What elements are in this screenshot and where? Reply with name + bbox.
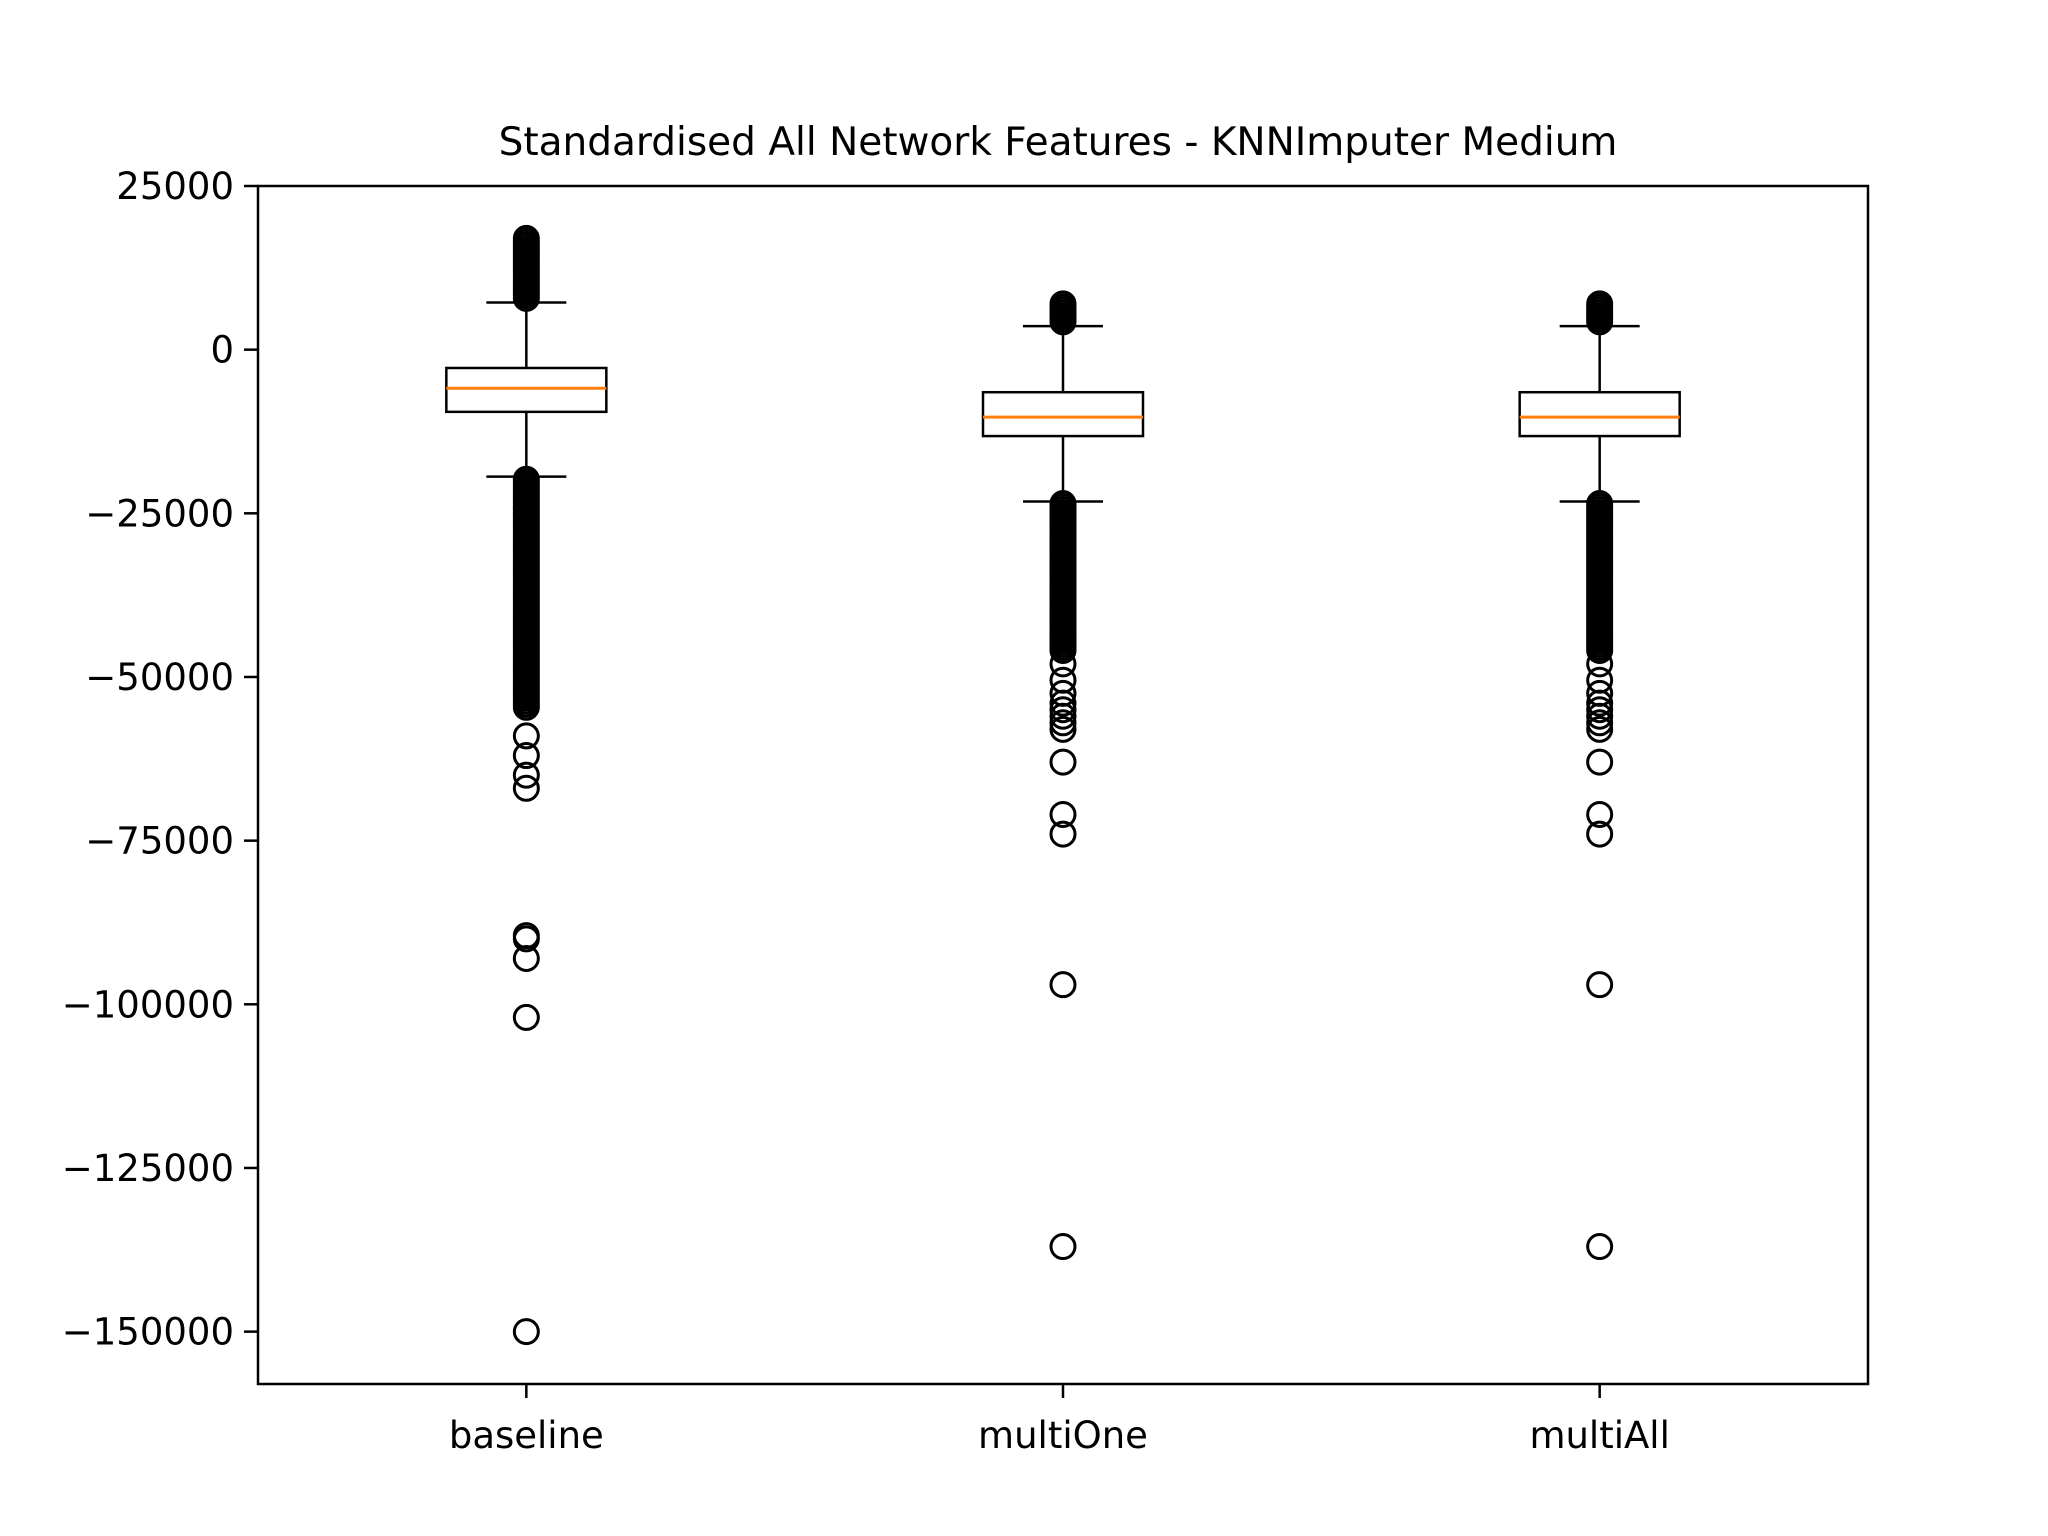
outlier-point [1049,1233,1077,1261]
y-tick-label: −125000 [62,1147,234,1190]
outlier-cluster [515,479,538,710]
outlier-point [1049,709,1077,737]
iqr-box [445,366,608,414]
outlier-point [512,944,540,972]
outlier-point [1049,715,1077,743]
outlier-point [1049,650,1077,678]
outlier-point [512,742,540,770]
outlier-cluster [1052,503,1074,651]
y-tick-label: −25000 [85,492,234,535]
iqr-box [1518,390,1681,438]
outlier-point [1049,702,1077,730]
plot-area [445,224,1681,1346]
y-axis: 25000 0 −25000 −50000 −75000 −100000 −125000 −1… [62,165,258,1354]
outlier-cluster [1588,303,1611,325]
y-tick-label: 25000 [116,165,234,208]
y-tick-label: 0 [210,329,234,372]
y-tick-label: −75000 [85,820,234,863]
outlier-point [1586,709,1614,737]
x-tick-label: baseline [449,1414,604,1457]
outlier-point [1586,971,1614,999]
outlier-point [1049,689,1077,717]
outlier-point [1586,696,1614,724]
box-baseline [445,224,608,1346]
outlier-point [1586,748,1614,776]
outlier-point [1586,1233,1614,1261]
box-multiAll [1518,290,1681,1261]
outlier-point [512,761,540,789]
outlier-point [1586,650,1614,678]
y-tick-label: −50000 [85,656,234,699]
x-axis: baseline multiOne multiAll [449,1384,1670,1457]
outlier-point [512,722,540,750]
outlier-point [1049,748,1077,776]
y-tick-label: −150000 [62,1311,234,1354]
outlier-point [512,1318,540,1346]
outlier-point [1586,702,1614,730]
outlier-point [1586,689,1614,717]
outlier-point [512,925,540,953]
outlier-point [512,774,540,802]
y-tick-label: −100000 [62,983,234,1026]
outlier-cluster [515,238,538,302]
chart-title: Standardised All Network Features - KNNI… [499,120,1618,165]
outlier-point [512,1003,540,1031]
outlier-point [1049,800,1077,828]
box-multiOne [981,290,1145,1261]
outlier-cluster [1588,503,1611,651]
outlier-point [1586,715,1614,743]
x-tick-label: multiOne [978,1414,1148,1457]
outlier-point [1049,971,1077,999]
outlier-point [1049,820,1077,848]
outlier-point [1586,820,1614,848]
outlier-point [1586,800,1614,828]
iqr-box [981,390,1145,438]
outlier-point [1049,696,1077,724]
x-tick-label: multiAll [1529,1414,1669,1457]
outlier-cluster [1052,303,1074,325]
